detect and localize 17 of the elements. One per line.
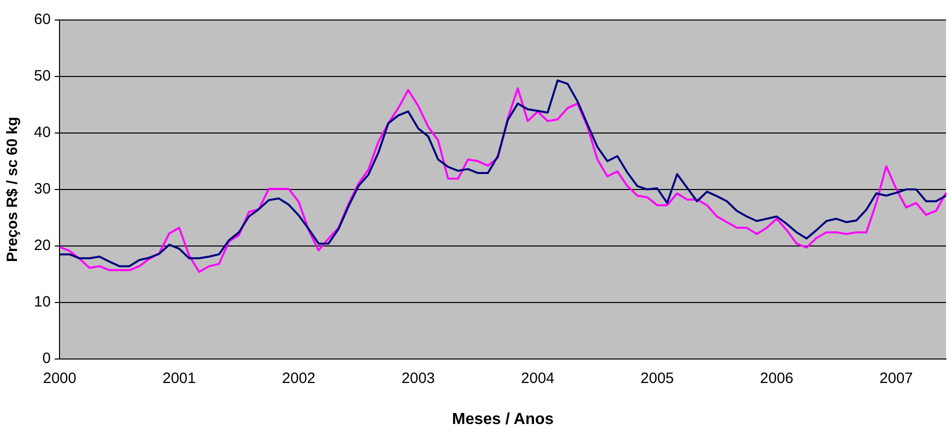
y-tick-label: 10 (34, 293, 51, 310)
y-tick-label: 0 (42, 350, 51, 367)
x-tick-label: 2003 (402, 370, 435, 387)
x-tick-label: 2004 (521, 370, 554, 387)
y-tick-label: 50 (34, 68, 51, 85)
y-tick-label: 60 (34, 11, 51, 28)
x-tick-label: 2007 (880, 370, 913, 387)
y-axis-title: Preços R$ / sc 60 kg (4, 116, 22, 262)
y-tick-label: 30 (34, 180, 51, 198)
x-tick-label: 2001 (162, 370, 196, 387)
y-tick-label: 40 (34, 124, 51, 142)
x-tick-label: 2000 (42, 370, 76, 387)
x-tick-label: 2005 (640, 370, 674, 387)
y-tick-label: 20 (34, 237, 51, 254)
x-axis-title: Meses / Anos (452, 410, 554, 428)
x-tick-label: 2002 (282, 370, 316, 387)
x-tick-label: 2006 (760, 370, 794, 387)
